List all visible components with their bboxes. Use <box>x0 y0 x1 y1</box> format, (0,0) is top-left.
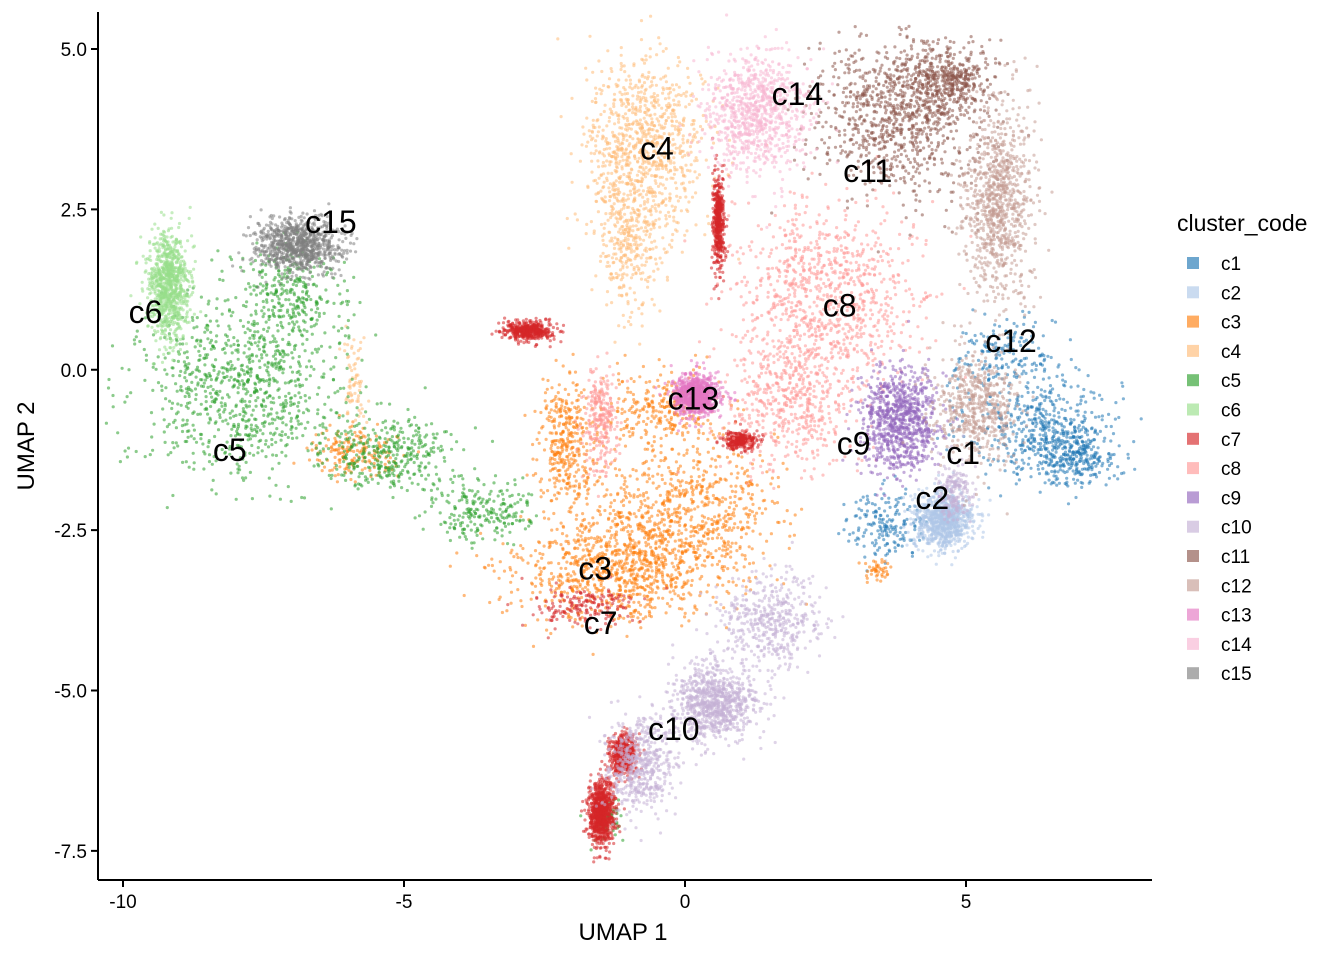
y-tick-label: 0.0 <box>61 361 87 382</box>
y-tick-label: -5.0 <box>54 682 87 703</box>
cluster-label-c8: c8 <box>823 288 857 324</box>
x-tick-label: -10 <box>109 892 136 913</box>
legend-label-c9: c9 <box>1221 488 1241 509</box>
legend: cluster_code c1 c2 c3 c4 c5 c6 c7 c8 c9 c10 c11 c12… <box>1177 210 1307 685</box>
legend-key-c9 <box>1187 491 1199 504</box>
point-cloud <box>104 13 1143 864</box>
legend-key-c10 <box>1187 520 1199 533</box>
series-c14-points <box>678 13 839 229</box>
cluster-label-c7: c7 <box>584 605 618 641</box>
x-tick-label: -5 <box>396 892 413 913</box>
legend-label-c1: c1 <box>1221 254 1241 275</box>
cluster-label-c10: c10 <box>648 711 700 747</box>
series-c5-points <box>104 230 625 852</box>
legend-key-c5 <box>1187 374 1199 387</box>
y-tick-label: -7.5 <box>54 842 87 863</box>
legend-label-c2: c2 <box>1221 283 1241 304</box>
y-tick-label: 2.5 <box>61 200 87 221</box>
series-c8-points <box>573 143 973 498</box>
cluster-label-c9: c9 <box>837 426 871 462</box>
legend-title: cluster_code <box>1177 210 1307 236</box>
series-c15-points <box>231 202 359 289</box>
cluster-label-c6: c6 <box>129 294 163 330</box>
cluster-label-c13: c13 <box>668 381 720 417</box>
series-c4-points <box>338 14 741 461</box>
cluster-label-c12: c12 <box>985 323 1037 359</box>
cluster-label-c2: c2 <box>915 480 949 516</box>
legend-label-c4: c4 <box>1221 342 1242 363</box>
cluster-labels: c1 c2 c3 c4 c5 c6 c7 c8 c9 c10 c11 c12 c13 c14 c15 <box>129 76 1037 747</box>
cluster-label-c11: c11 <box>843 153 892 189</box>
legend-key-c15 <box>1187 667 1199 680</box>
legend-label-c13: c13 <box>1221 606 1252 627</box>
legend-key-c12 <box>1187 579 1199 592</box>
cluster-label-c4: c4 <box>640 130 674 166</box>
y-tick-label: 5.0 <box>61 40 87 61</box>
legend-label-c14: c14 <box>1221 635 1252 656</box>
series-c13-points <box>654 359 738 433</box>
cluster-label-c3: c3 <box>578 551 612 587</box>
legend-key-c2 <box>1187 286 1199 299</box>
legend-label-c3: c3 <box>1221 313 1241 334</box>
series-c12-points <box>901 56 1054 516</box>
legend-key-c8 <box>1187 462 1199 475</box>
legend-key-c1 <box>1187 257 1199 269</box>
legend-label-c8: c8 <box>1221 459 1241 480</box>
legend-key-c6 <box>1187 403 1199 416</box>
legend-label-c5: c5 <box>1221 371 1241 392</box>
cluster-label-c15: c15 <box>305 204 357 240</box>
axes: -10 -5 0 5 5.0 2.5 0.0 -2.5 -5.0 -7.5 <box>54 12 1152 913</box>
legend-label-c10: c10 <box>1221 518 1252 539</box>
cluster-label-c5: c5 <box>213 432 247 468</box>
x-tick-label: 0 <box>680 892 691 913</box>
cluster-label-c1: c1 <box>946 435 980 471</box>
legend-key-c11 <box>1187 550 1199 562</box>
legend-key-c13 <box>1187 608 1199 621</box>
legend-key-c7 <box>1187 432 1199 445</box>
series-c6-points <box>129 205 210 366</box>
series-c11-points <box>770 24 1031 254</box>
legend-label-c12: c12 <box>1221 576 1252 597</box>
legend-label-c7: c7 <box>1221 430 1241 451</box>
legend-key-c14 <box>1187 637 1199 650</box>
series-c9-points <box>841 319 960 498</box>
cluster-label-c14: c14 <box>772 76 824 112</box>
legend-label-c11: c11 <box>1221 547 1250 568</box>
series-c7-points <box>490 136 766 864</box>
y-tick-label: -2.5 <box>54 521 87 542</box>
series-c10-points <box>587 434 978 843</box>
legend-key-c3 <box>1187 315 1199 328</box>
y-axis-title: UMAP 2 <box>13 402 40 491</box>
legend-label-c15: c15 <box>1221 664 1252 685</box>
legend-key-c4 <box>1187 344 1199 357</box>
x-axis-title: UMAP 1 <box>579 919 668 946</box>
x-tick-label: 5 <box>961 892 972 913</box>
legend-label-c6: c6 <box>1221 401 1241 422</box>
